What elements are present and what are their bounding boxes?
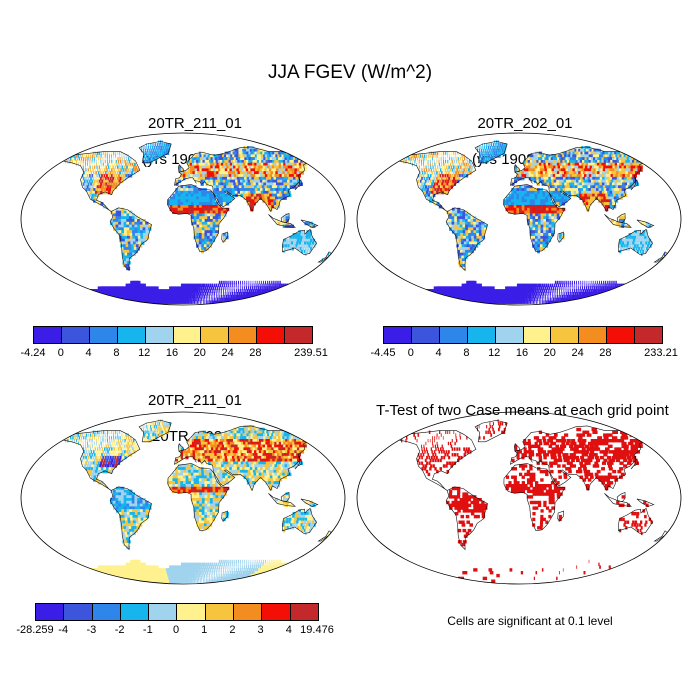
colorbar-tick-label: 24 — [221, 347, 234, 359]
significance-note: Cells are significant at 0.1 level — [447, 614, 613, 628]
map-panel-2 — [356, 132, 682, 306]
land-cells — [60, 419, 332, 583]
land-cells — [396, 140, 668, 304]
colorbar-tick-label: 12 — [488, 347, 501, 359]
colorbar-tick-label: 16 — [165, 347, 179, 359]
coastlines — [397, 419, 670, 551]
colorbar-swatch — [120, 604, 150, 620]
colorbar-tick-label: 20 — [193, 347, 206, 359]
colorbar-swatch — [201, 327, 230, 343]
colorbar-swatch — [439, 327, 468, 343]
colorbar-tick-label: -4.45 — [370, 347, 396, 359]
colorbar-tick-label: 4 — [85, 347, 92, 359]
colorbar-tick-label: 0 — [172, 624, 180, 636]
panel-4-title: T-Test of two Case means at each grid po… — [345, 384, 700, 438]
colorbar-tick-label: -2 — [114, 624, 125, 636]
colorbar-tick-label: 0 — [57, 347, 64, 359]
colorbar-tick-label: 20 — [543, 347, 556, 359]
colorbar-swatch — [607, 327, 636, 343]
colorbar-tick-label: 2 — [229, 624, 236, 636]
map-border — [356, 411, 682, 585]
panel-2-title-line1: 20TR_202_01 — [477, 115, 573, 132]
coastlines — [397, 140, 670, 272]
colorbar-swatch — [173, 327, 202, 343]
colorbar-swatch — [92, 604, 121, 620]
colorbar-swatch — [89, 327, 118, 343]
colorbar-panel-1 — [33, 326, 313, 344]
colorbar-swatch — [384, 327, 412, 343]
colorbar-swatch — [523, 327, 552, 343]
colorbar-swatch — [411, 327, 440, 343]
land-cells — [401, 419, 653, 583]
colorbar-swatch — [635, 327, 663, 343]
coastlines — [61, 140, 334, 272]
colorbar-tick-label: 0 — [407, 347, 414, 359]
colorbar-swatch — [61, 327, 90, 343]
colorbar-tick-label: -1 — [142, 624, 153, 636]
map-border — [356, 132, 682, 306]
colorbar-swatch — [145, 327, 174, 343]
colorbar-tick-label: 28 — [599, 347, 612, 359]
colorbar-swatch — [495, 327, 524, 343]
colorbar-swatch — [262, 604, 291, 620]
colorbar-swatch — [257, 327, 286, 343]
colorbar-swatch — [34, 327, 62, 343]
figure-title: JJA FGEV (W/m^2) — [267, 62, 433, 83]
colorbar-tick-label: -3 — [86, 624, 97, 636]
colorbar-swatch — [177, 604, 206, 620]
colorbar-swatch — [467, 327, 496, 343]
colorbar-swatch — [290, 604, 318, 620]
colorbar-tick-label: -4 — [58, 624, 69, 636]
colorbar-swatch — [234, 604, 263, 620]
colorbar-tick-label: 8 — [113, 347, 120, 359]
colorbar-tick-label: 233.21 — [644, 347, 678, 359]
colorbar-tick-label: 8 — [463, 347, 470, 359]
coastlines — [61, 419, 334, 551]
map-border — [20, 411, 346, 585]
colorbar-swatch — [551, 327, 580, 343]
map-panel-1 — [20, 132, 346, 306]
panel-1-title-line1: 20TR_211_01 — [148, 115, 242, 132]
colorbar-tick-label: 3 — [257, 624, 264, 636]
colorbar-swatch — [64, 604, 93, 620]
colorbar-swatch — [229, 327, 258, 343]
map-panel-3 — [20, 411, 346, 585]
map-panel-4 — [356, 411, 682, 585]
panel-4-title-line1: T-Test of two Case means at each grid po… — [376, 402, 669, 419]
colorbar-tick-label: 239.51 — [294, 347, 328, 359]
colorbar-panel-3 — [35, 603, 319, 621]
colorbar-panel-2-labels: -4.45 0 4 8 12 16 20 24 28 233.21 — [370, 347, 677, 361]
colorbar-tick-label: 1 — [201, 624, 208, 636]
colorbar-swatch — [36, 604, 65, 620]
colorbar-tick-label: 4 — [285, 624, 292, 636]
colorbar-tick-label: 19.476 — [300, 624, 334, 636]
colorbar-panel-2 — [383, 326, 663, 344]
colorbar-tick-label: 4 — [435, 347, 442, 359]
colorbar-swatch — [149, 604, 178, 620]
land-cells — [60, 140, 332, 304]
colorbar-tick-label: 16 — [515, 347, 529, 359]
colorbar-swatch — [579, 327, 608, 343]
colorbar-panel-3-labels: -28.259 -4 -3 -2 -1 0 1 2 3 4 19.476 — [16, 624, 333, 638]
colorbar-swatch — [205, 604, 235, 620]
colorbar-swatch — [117, 327, 146, 343]
panel-3-title-line1: 20TR_211_01 — [148, 392, 242, 409]
colorbar-tick-label: -28.259 — [16, 624, 54, 636]
colorbar-panel-1-labels: -4.24 0 4 8 12 16 20 24 28 239.51 — [20, 347, 327, 361]
colorbar-tick-label: 28 — [249, 347, 262, 359]
colorbar-tick-label: -4.24 — [20, 347, 46, 359]
colorbar-swatch — [285, 327, 313, 343]
colorbar-tick-label: 12 — [138, 347, 151, 359]
map-border — [20, 132, 346, 306]
colorbar-tick-label: 24 — [571, 347, 584, 359]
